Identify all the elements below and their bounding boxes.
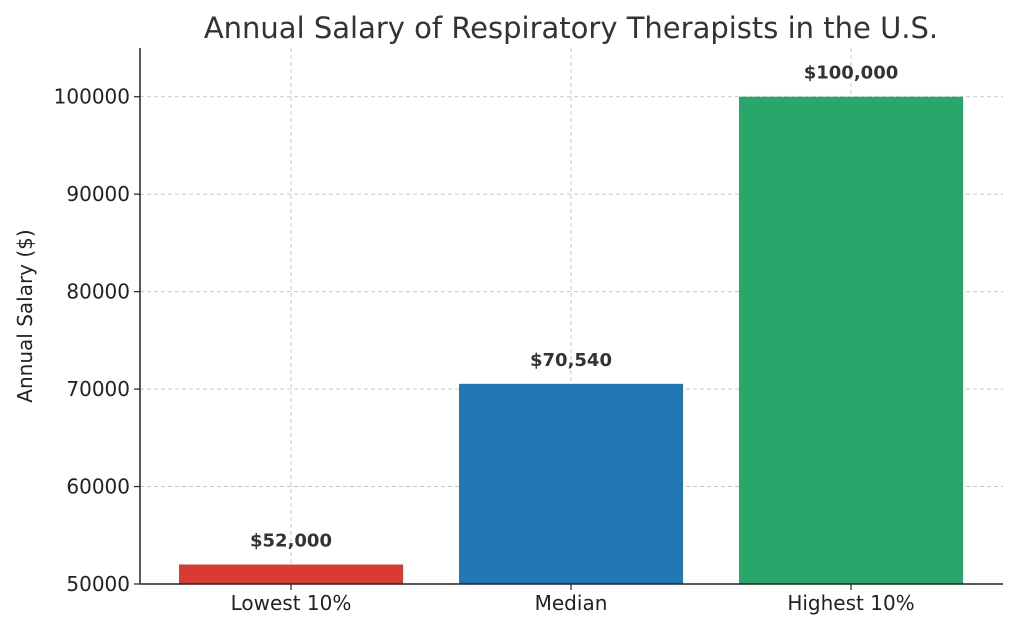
y-tick-label: 50000	[66, 572, 130, 596]
bar-median	[459, 383, 683, 584]
bar-lowest-10-	[179, 564, 403, 584]
data-label: $100,000	[804, 63, 899, 84]
bars	[179, 96, 963, 585]
chart-title: Annual Salary of Respiratory Therapists …	[204, 11, 938, 45]
x-ticks: Lowest 10% Median Highest 10%	[231, 584, 915, 615]
y-axis-label: Annual Salary ($)	[13, 229, 37, 402]
x-tick-label: Median	[535, 591, 608, 615]
y-tick-label: 60000	[66, 475, 130, 499]
y-ticks: 50000 60000 70000 80000 90000 100000	[54, 85, 140, 596]
y-tick-label: 100000	[54, 85, 130, 109]
x-tick-label: Lowest 10%	[231, 591, 352, 615]
data-labels: $52,000 $70,540 $100,000	[250, 63, 898, 552]
y-tick-label: 80000	[66, 280, 130, 304]
data-label: $52,000	[250, 531, 332, 552]
bar-highest-10-	[739, 96, 963, 585]
x-tick-label: Highest 10%	[787, 591, 914, 615]
y-tick-label: 90000	[66, 182, 130, 206]
data-label: $70,540	[530, 350, 612, 371]
y-tick-label: 70000	[66, 377, 130, 401]
